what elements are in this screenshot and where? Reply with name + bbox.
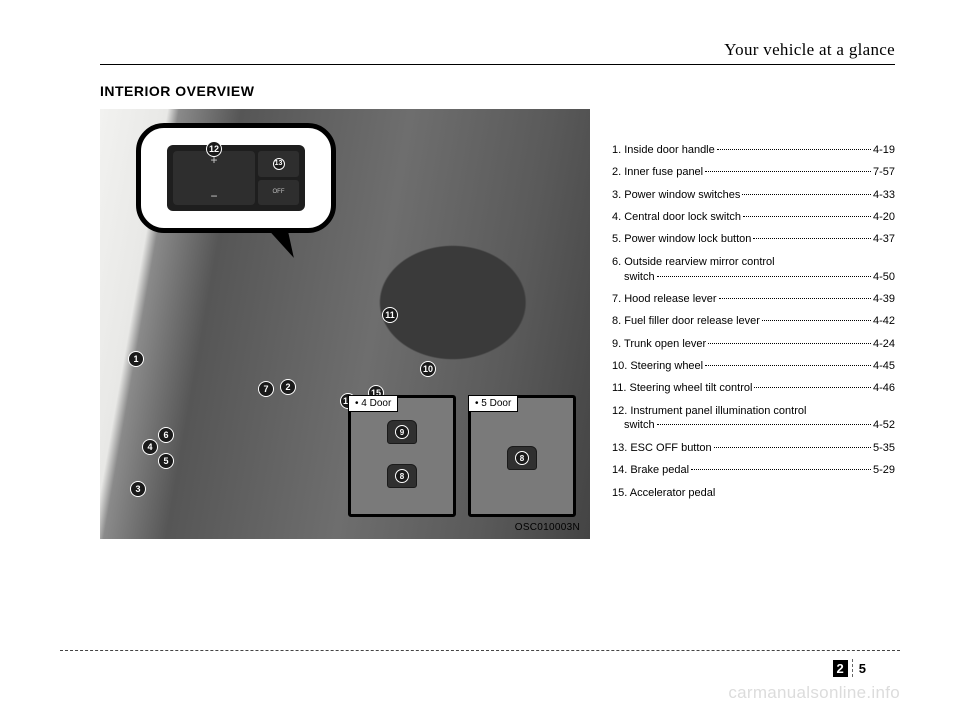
marker-8: 8	[395, 469, 409, 483]
interior-figure: 12 13 OFF 123456710111415 • 4 Door 98	[100, 109, 590, 539]
list-item: 8. Fuel filler door release lever 4-42	[612, 314, 895, 329]
item-sublabel: switch	[624, 270, 655, 285]
item-page: 4-19	[873, 143, 895, 158]
item-label: 14. Brake pedal	[612, 463, 689, 478]
lever: 8	[507, 446, 537, 470]
item-label: 4. Central door lock switch	[612, 210, 741, 225]
page-index: 5	[857, 660, 868, 677]
switch-callout: 12 13 OFF	[136, 123, 336, 233]
watermark: carmanualsonline.info	[728, 683, 900, 703]
section-title: INTERIOR OVERVIEW	[100, 83, 895, 99]
item-page: 4-50	[873, 270, 895, 285]
inset-4door: • 4 Door 9 8	[348, 395, 456, 517]
item-label: 3. Power window switches	[612, 188, 740, 203]
item-label: 11. Steering wheel tilt control	[612, 381, 752, 396]
marker-2: 2	[280, 379, 296, 395]
list-item: 3. Power window switches 4-33	[612, 188, 895, 203]
item-dots	[762, 320, 871, 321]
item-page: 7-57	[873, 165, 895, 180]
inset-4door-label: • 4 Door	[348, 395, 398, 412]
list-item: 5. Power window lock button 4-37	[612, 232, 895, 247]
item-page: 4-33	[873, 188, 895, 203]
item-label: 10. Steering wheel	[612, 359, 703, 374]
marker-1: 1	[128, 351, 144, 367]
list-item: 7. Hood release lever 4-39	[612, 292, 895, 307]
item-label: 12. Instrument panel illumination contro…	[612, 404, 806, 419]
chapter-number: 2	[833, 660, 848, 677]
item-page: 4-45	[873, 359, 895, 374]
marker-11: 11	[382, 307, 398, 323]
list-item: 2. Inner fuse panel 7-57	[612, 165, 895, 180]
page-number: 2 5	[833, 659, 868, 677]
item-page: 4-37	[873, 232, 895, 247]
item-dots	[657, 276, 871, 277]
item-label: 5. Power window lock button	[612, 232, 751, 247]
item-label: 1. Inside door handle	[612, 143, 715, 158]
item-page: 5-35	[873, 441, 895, 456]
item-dots	[719, 298, 871, 299]
item-page: 5-29	[873, 463, 895, 478]
esc-off-switch: 13	[258, 151, 299, 177]
marker-5: 5	[158, 453, 174, 469]
marker-4: 4	[142, 439, 158, 455]
illumination-switch-panel: 12 13 OFF	[167, 145, 305, 211]
item-page: 4-39	[873, 292, 895, 307]
lever: 8	[387, 464, 417, 488]
list-item: 15. Accelerator pedal	[612, 486, 895, 501]
item-label: 13. ESC OFF button	[612, 441, 712, 456]
item-label: 6. Outside rearview mirror control	[612, 255, 775, 270]
figure-code: OSC010003N	[515, 522, 580, 533]
marker-12: 12	[206, 141, 222, 157]
list-item: 11. Steering wheel tilt control 4-46	[612, 381, 895, 396]
inset-5door-label: • 5 Door	[468, 395, 518, 412]
item-dots	[717, 149, 871, 150]
inset-5door: • 5 Door 8	[468, 395, 576, 517]
item-label: 9. Trunk open lever	[612, 337, 706, 352]
marker-8: 8	[515, 451, 529, 465]
item-dots	[742, 194, 871, 195]
illumination-dimmer: 12	[173, 151, 255, 205]
item-label: 7. Hood release lever	[612, 292, 717, 307]
marker-13: 13	[273, 158, 285, 170]
footer-rule	[60, 650, 900, 651]
marker-7: 7	[258, 381, 274, 397]
list-item: 14. Brake pedal 5-29	[612, 463, 895, 478]
item-label: 2. Inner fuse panel	[612, 165, 703, 180]
item-page: 4-52	[873, 418, 895, 433]
list-item: 13. ESC OFF button 5-35	[612, 441, 895, 456]
item-page: 4-42	[873, 314, 895, 329]
item-dots	[754, 387, 871, 388]
list-item: 9. Trunk open lever 4-24	[612, 337, 895, 352]
item-page: 4-20	[873, 210, 895, 225]
item-dots	[743, 216, 871, 217]
list-item: 1. Inside door handle 4-19	[612, 143, 895, 158]
page-separator	[852, 659, 853, 677]
item-dots	[705, 171, 871, 172]
item-page: 4-46	[873, 381, 895, 396]
list-item: 4. Central door lock switch 4-20	[612, 210, 895, 225]
item-dots	[708, 343, 871, 344]
item-dots	[691, 469, 871, 470]
list-item: 6. Outside rearview mirror control	[612, 255, 895, 270]
item-dots	[705, 365, 871, 366]
list-item-sub: switch 4-52	[612, 418, 895, 433]
item-page: 4-24	[873, 337, 895, 352]
page-header: Your vehicle at a glance	[100, 40, 895, 65]
marker-10: 10	[420, 361, 436, 377]
list-item-sub: switch 4-50	[612, 270, 895, 285]
item-dots	[753, 238, 871, 239]
item-label: 15. Accelerator pedal	[612, 486, 715, 501]
item-dots	[657, 424, 871, 425]
item-label: 8. Fuel filler door release lever	[612, 314, 760, 329]
list-item: 12. Instrument panel illumination contro…	[612, 404, 895, 419]
item-list: 1. Inside door handle 4-19 2. Inner fuse p…	[612, 109, 895, 508]
marker-3: 3	[130, 481, 146, 497]
esc-off-label: OFF	[258, 180, 299, 206]
item-dots	[714, 447, 871, 448]
item-sublabel: switch	[624, 418, 655, 433]
list-item: 10. Steering wheel 4-45	[612, 359, 895, 374]
marker-9: 9	[395, 425, 409, 439]
lever: 9	[387, 420, 417, 444]
marker-6: 6	[158, 427, 174, 443]
